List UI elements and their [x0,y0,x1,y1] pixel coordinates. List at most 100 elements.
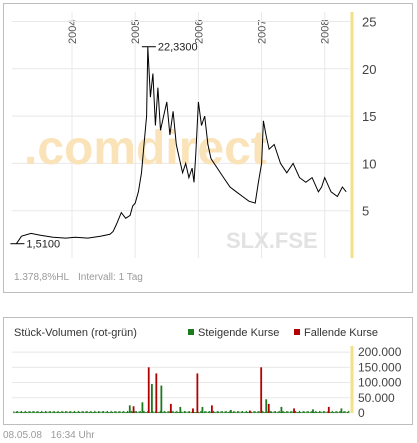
volume-bar [312,409,314,413]
volume-bar [272,412,274,413]
volume-bar [115,411,117,413]
volume-bar [18,412,20,413]
volume-bar [327,406,330,413]
volume-bar [181,411,183,413]
volume-bar [183,411,186,413]
volume-bar [215,412,217,413]
volume-bar [100,412,102,413]
volume-bar [182,412,184,413]
volume-bar [236,411,239,413]
volume-bar [335,410,337,413]
volume-bar [234,411,236,413]
volume-bar [106,410,108,413]
volume-bar [169,403,172,413]
volume-bar [231,412,234,413]
volume-bar [258,411,260,413]
volume-bar [145,412,148,413]
volume-bar [138,411,140,413]
volume-bar [321,412,323,413]
volume-bar [135,411,138,413]
x-tick-label: 2004 [67,20,79,44]
volume-bar [128,411,130,413]
volume-bar [317,412,319,413]
volume-bar [118,411,120,413]
volume-bar [278,410,280,413]
volume-bar [344,411,346,413]
y-tick-label: 10 [362,156,376,171]
volume-bar [346,411,349,413]
volume-bar [273,411,275,413]
volume-bar [164,411,167,413]
volume-bar [341,412,343,413]
volume-bar [190,412,192,413]
volume-bar [104,412,106,413]
volume-bar [186,412,188,413]
volume-bar [241,410,244,413]
volume-bar [65,411,67,413]
volume-bar [42,411,44,413]
volume-bar [297,411,299,413]
volume-bar [288,412,290,413]
volume-bar [99,411,101,413]
volume-bar [158,411,160,413]
volume-bar [209,410,211,413]
y-tick-label: 25 [362,14,376,29]
x-tick-label: 2006 [193,20,205,44]
volume-bar [303,411,306,413]
volume-bar [307,411,309,413]
volume-bar [282,410,284,413]
volume-bar [163,410,165,413]
volume-bar [345,412,347,413]
volume-bar [233,410,235,413]
volume-bar [48,411,50,413]
volume-bar [263,412,265,413]
volume-bar [167,411,169,413]
volume-bar [47,412,49,413]
volume-bar [49,411,52,413]
volume-bar [53,410,55,413]
volume-bar [90,410,92,413]
volume-bar [132,411,134,413]
volume-bar [283,411,285,413]
volume-bar [217,411,220,413]
volume-bar [239,412,241,413]
legend-swatch [188,329,194,335]
volume-bar [228,411,230,413]
volume-bar [140,412,143,413]
volume-bar [77,410,79,413]
volume-bar [149,412,151,413]
chart-footer-left: 1.378,8%HL [14,272,69,283]
x-tick-label: 2007 [257,20,269,44]
volume-bar [126,410,129,413]
volume-bar [265,399,268,413]
volume-bar [62,411,64,413]
volume-bar [262,410,264,413]
volume-bar [205,411,207,413]
volume-bar [120,412,122,413]
volume-bar [254,411,256,413]
volume-bar [255,412,258,413]
volume-chart-panel: Stück-Volumen (rot-grün) Steigende Kurse F… [3,317,413,425]
volume-bar [235,412,237,413]
volume-bar [60,412,62,413]
volume-bar [37,410,39,413]
volume-bar [92,412,95,413]
volume-bar [177,412,179,413]
volume-bar [334,412,336,413]
volume-bar [279,412,282,413]
volume-bar [57,410,59,413]
volume-bar [310,411,312,413]
volume-bar [221,411,223,413]
volume-bar [216,410,218,413]
volume-y-tick-label: 100.000 [358,376,402,390]
volume-bar [102,411,105,413]
volume-bar [121,411,124,413]
volume-bar [210,412,212,413]
volume-bar [193,412,196,413]
volume-bar [343,411,345,413]
volume-bar [160,385,163,413]
volume-bar [80,412,82,413]
legend-swatch [294,329,300,335]
volume-bar [287,411,289,413]
volume-bar [247,411,249,413]
